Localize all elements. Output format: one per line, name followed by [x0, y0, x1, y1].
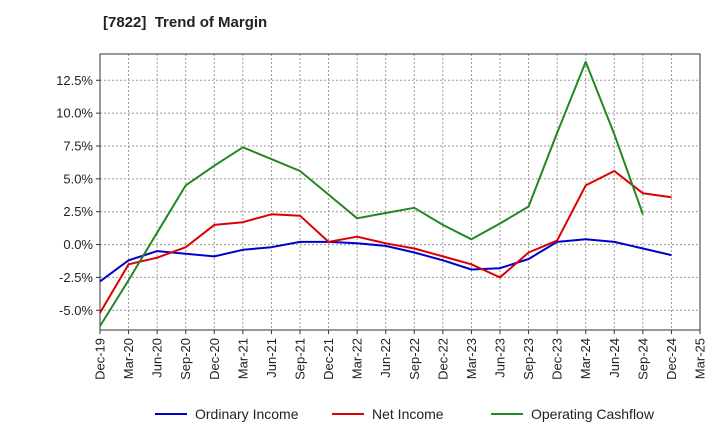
x-tick-label: Mar-21	[235, 338, 250, 379]
y-tick-label: -2.5%	[59, 270, 93, 285]
legend-item: Net Income	[332, 406, 444, 422]
y-tick-label: 2.5%	[63, 204, 93, 219]
y-tick-label: 5.0%	[63, 171, 93, 186]
x-tick-label: Sep-20	[178, 338, 193, 380]
x-tick-label: Dec-21	[321, 338, 336, 380]
x-tick-label: Mar-22	[350, 338, 365, 379]
series-line	[99, 60, 644, 327]
legend-label: Ordinary Income	[195, 406, 299, 422]
legend-label: Net Income	[372, 406, 444, 422]
x-tick-label: Mar-20	[121, 338, 136, 379]
y-tick-label: 0.0%	[63, 237, 93, 252]
x-tick-label: Sep-24	[635, 338, 650, 380]
y-tick-label: -5.0%	[59, 303, 93, 318]
series-ordinary-income	[99, 238, 672, 283]
legend-item: Ordinary Income	[155, 406, 299, 422]
legend-label: Operating Cashflow	[531, 406, 655, 422]
x-tick-label: Jun-24	[607, 338, 622, 378]
y-tick-label: 12.5%	[56, 73, 93, 88]
chart-title: [7822] Trend of Margin	[103, 14, 268, 31]
y-tick-label: 7.5%	[63, 139, 93, 154]
y-tick-label: 10.0%	[56, 106, 93, 121]
series-line	[99, 238, 672, 283]
x-tick-label: Jun-20	[150, 338, 165, 378]
x-tick-label: Jun-23	[493, 338, 508, 378]
x-tick-label: Dec-23	[550, 338, 565, 380]
x-tick-label: Sep-23	[521, 338, 536, 380]
plot-frame	[99, 53, 701, 331]
x-tick-label: Jun-21	[264, 338, 279, 378]
series-line	[99, 170, 672, 314]
x-tick-label: Mar-23	[464, 338, 479, 379]
legend-item: Operating Cashflow	[491, 406, 655, 422]
x-tick-label: Dec-19	[93, 338, 108, 380]
x-tick-label: Mar-25	[693, 338, 708, 379]
y-axis: -5.0% -2.5% 0.0% 2.5% 5.0% 7.5% 10.0% 12.5%	[56, 73, 100, 318]
x-tick-label: Dec-22	[435, 338, 450, 380]
x-axis: Dec-19 Mar-20 Jun-20 Sep-20 Dec-20 Mar-21 Jun-…	[93, 330, 708, 380]
x-tick-label: Dec-24	[664, 338, 679, 380]
series-operating-cashflow	[99, 60, 644, 327]
series-layer	[99, 60, 672, 327]
legend: Ordinary Income Net Income Operating Cashf…	[155, 406, 655, 422]
x-tick-label: Dec-20	[207, 338, 222, 380]
x-tick-label: Sep-21	[293, 338, 308, 380]
x-tick-label: Jun-22	[378, 338, 393, 378]
x-tick-label: Sep-22	[407, 338, 422, 380]
grid-layer	[100, 54, 700, 330]
series-net-income	[99, 170, 672, 314]
x-tick-label: Mar-24	[578, 338, 593, 379]
